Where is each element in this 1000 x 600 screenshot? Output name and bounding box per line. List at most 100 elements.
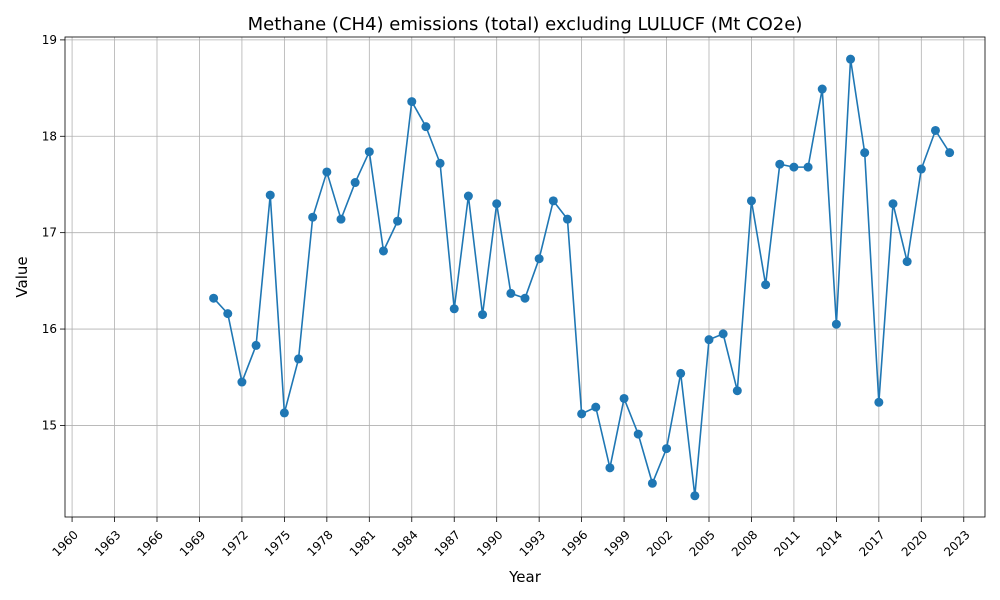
x-axis-label: Year — [508, 568, 542, 586]
data-point — [647, 478, 657, 488]
x-tick-label: 1990 — [474, 528, 505, 559]
y-axis-label: Value — [13, 256, 31, 297]
data-point — [478, 310, 488, 320]
data-point — [860, 148, 870, 158]
y-tick-label: 19 — [42, 33, 57, 47]
data-point — [378, 246, 388, 256]
x-tick-label: 1996 — [559, 528, 590, 559]
data-point — [605, 463, 615, 473]
x-tick: 1975 — [262, 517, 293, 559]
data-points — [209, 54, 955, 501]
data-point — [506, 288, 516, 298]
data-point — [732, 386, 742, 396]
data-point — [718, 329, 728, 339]
x-tick: 1963 — [92, 517, 123, 559]
x-tick-label: 2017 — [856, 528, 887, 559]
data-point — [846, 54, 856, 64]
data-point — [662, 444, 672, 454]
data-point — [803, 162, 813, 172]
data-point — [279, 408, 289, 418]
x-tick-label: 2020 — [899, 528, 930, 559]
y-tick: 16 — [42, 322, 65, 336]
x-tick-label: 2005 — [686, 528, 717, 559]
x-tick: 1978 — [304, 517, 336, 559]
x-tick-label: 2002 — [644, 528, 675, 559]
x-tick-label: 2011 — [771, 528, 802, 559]
data-point — [591, 402, 601, 412]
x-tick-label: 1978 — [304, 528, 335, 559]
x-tick-label: 1981 — [347, 528, 378, 559]
data-point — [548, 196, 558, 206]
x-tick: 1969 — [177, 517, 208, 559]
data-point — [761, 280, 771, 290]
data-point — [336, 214, 346, 224]
data-point — [775, 159, 785, 169]
y-tick: 19 — [42, 33, 65, 47]
data-point — [945, 148, 955, 158]
y-tick-label: 18 — [42, 129, 57, 143]
y-tick-label: 17 — [42, 226, 57, 240]
data-point — [322, 167, 332, 177]
data-point — [633, 429, 643, 439]
y-tick-label: 16 — [42, 322, 57, 336]
x-tick-label: 1963 — [92, 528, 123, 559]
x-tick: 1966 — [134, 517, 166, 559]
x-tick: 1972 — [219, 517, 251, 559]
data-point — [308, 212, 318, 222]
x-tick-label: 1984 — [389, 528, 420, 559]
data-point — [874, 397, 884, 407]
x-tick: 1990 — [474, 517, 506, 559]
data-point — [619, 393, 629, 403]
x-tick-label: 1960 — [50, 528, 81, 559]
data-point — [789, 162, 799, 172]
y-axis: 15 16 17 18 19 — [42, 33, 65, 432]
data-point — [902, 257, 912, 267]
data-point — [407, 97, 417, 107]
x-tick: 1984 — [389, 517, 421, 559]
x-tick: 2011 — [771, 517, 803, 559]
x-axis: 1960 1963 1966 1969 1972 1975 1978 1981 1984 1987… — [50, 517, 973, 559]
x-tick: 1999 — [602, 517, 633, 559]
data-point — [831, 319, 841, 329]
x-tick-label: 1999 — [602, 528, 633, 559]
data-point — [562, 214, 572, 224]
grid-lines — [65, 37, 985, 517]
data-point — [237, 377, 247, 387]
data-point — [421, 122, 431, 132]
x-tick-label: 2014 — [814, 528, 845, 559]
x-tick: 2020 — [899, 517, 930, 559]
x-tick: 1996 — [559, 517, 591, 559]
data-point — [916, 164, 926, 174]
data-point — [364, 147, 374, 157]
x-tick: 1993 — [517, 517, 548, 559]
x-tick: 1987 — [432, 517, 463, 559]
x-tick-label: 1972 — [219, 528, 250, 559]
x-tick-label: 1966 — [134, 528, 165, 559]
x-tick-label: 1987 — [432, 528, 463, 559]
x-tick-label: 2023 — [941, 528, 972, 559]
data-point — [463, 191, 473, 201]
data-point — [251, 340, 261, 350]
x-tick: 2005 — [686, 517, 718, 559]
data-point — [817, 84, 827, 94]
y-tick: 18 — [42, 129, 65, 143]
data-point — [577, 409, 587, 419]
x-tick: 2008 — [729, 517, 760, 559]
data-point — [492, 199, 502, 209]
data-point — [690, 491, 700, 501]
data-point — [534, 254, 544, 264]
data-point — [294, 354, 304, 364]
x-tick-label: 1975 — [262, 528, 293, 559]
data-point — [265, 190, 275, 200]
x-tick-label: 2008 — [729, 528, 760, 559]
data-point — [704, 335, 714, 345]
data-point — [393, 216, 403, 226]
x-tick: 2014 — [814, 517, 845, 559]
y-tick: 15 — [42, 418, 65, 432]
data-point — [449, 304, 459, 314]
chart-title: Methane (CH4) emissions (total) excludin… — [248, 14, 803, 35]
x-tick: 2023 — [941, 517, 973, 559]
data-point — [888, 199, 898, 209]
x-tick: 1960 — [50, 517, 81, 559]
